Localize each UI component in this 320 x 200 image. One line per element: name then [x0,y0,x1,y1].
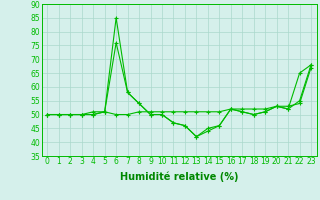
X-axis label: Humidité relative (%): Humidité relative (%) [120,172,238,182]
